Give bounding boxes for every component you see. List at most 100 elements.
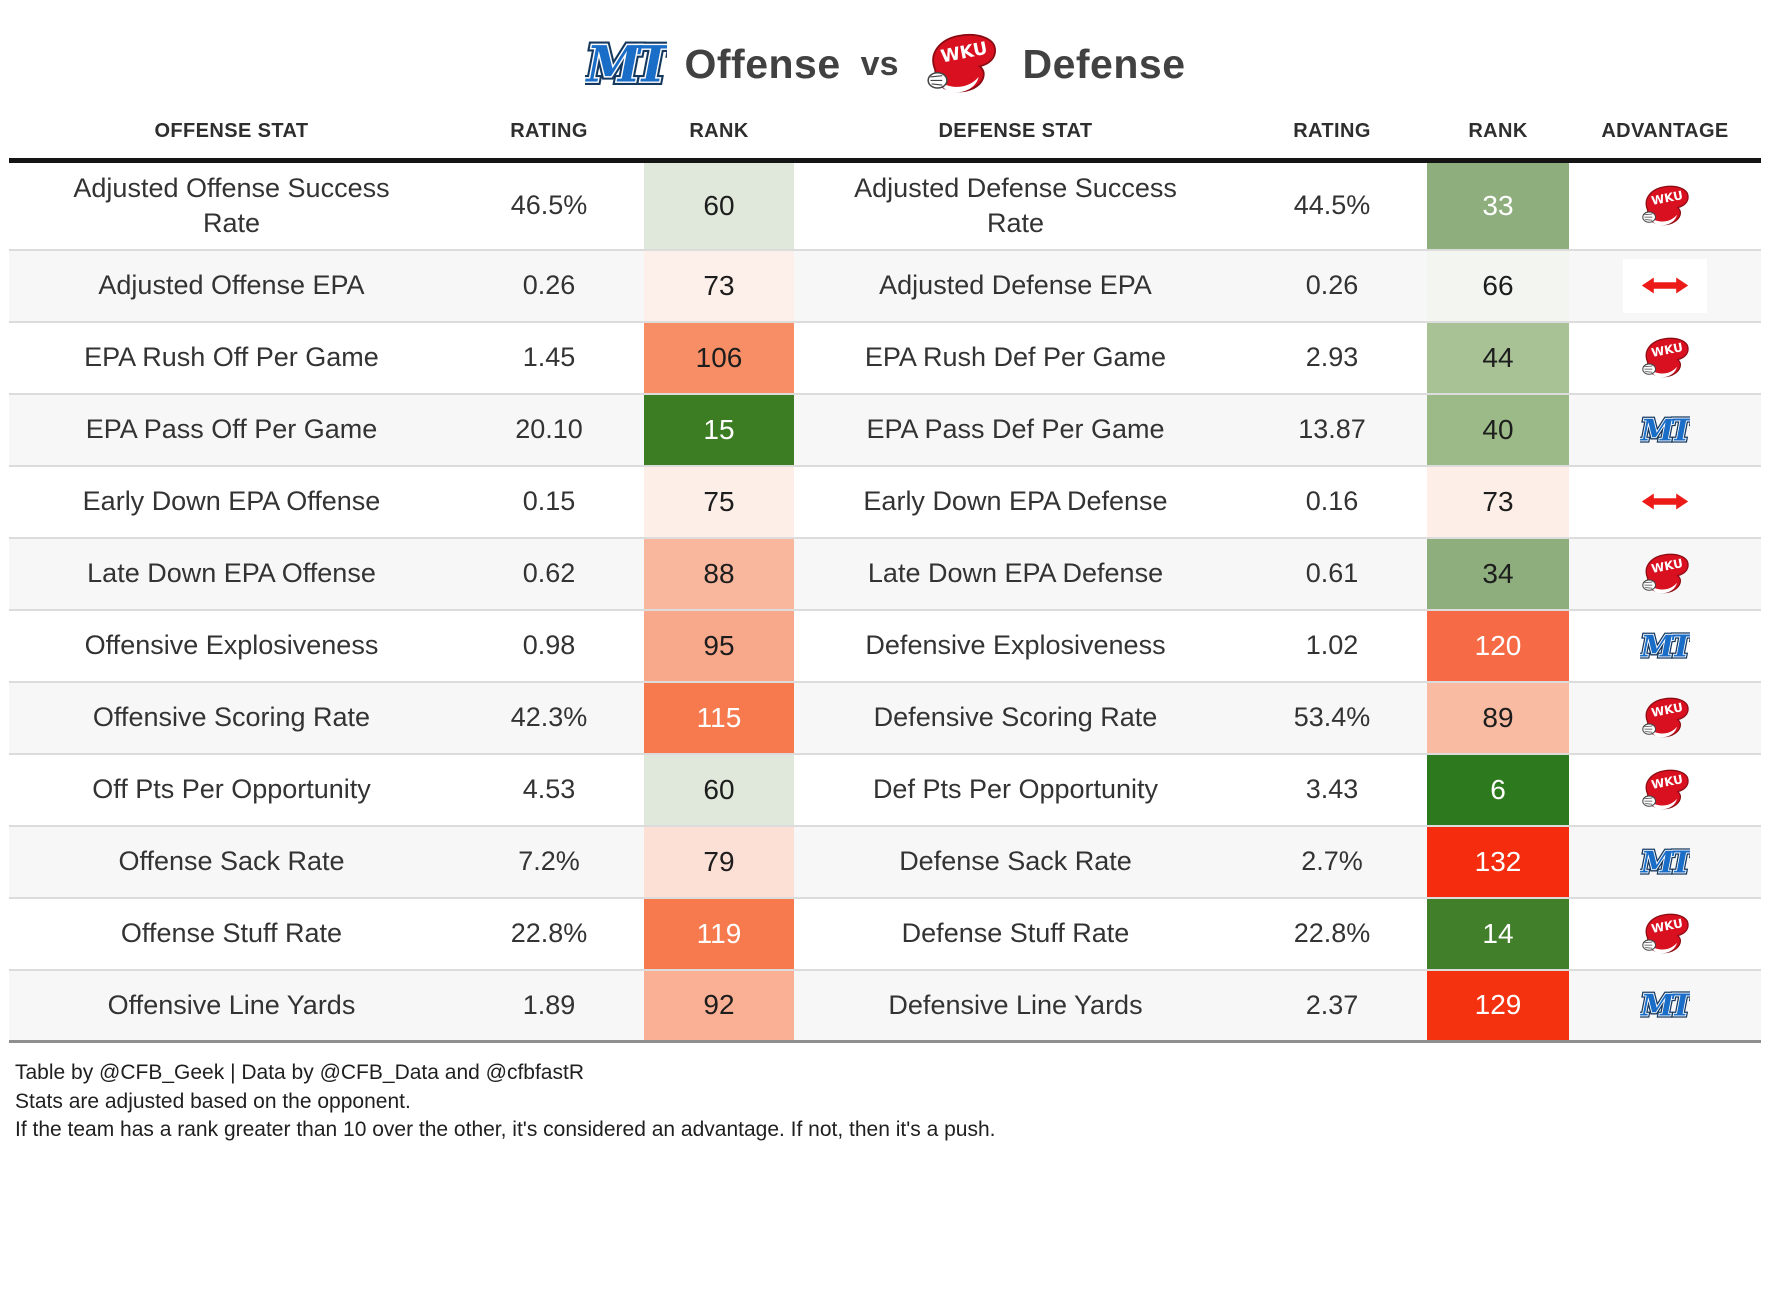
svg-text:WKU: WKU: [1650, 340, 1684, 360]
offense-stat-label: Offense Stuff Rate: [9, 896, 454, 970]
offense-rating-value: 46.5%: [510, 190, 588, 221]
wku-logo-icon: WKU: [1636, 183, 1694, 229]
offense-stat-label: Offensive Line Yards: [9, 968, 454, 1042]
table-row: Adjusted Offense EPA 0.26 73 Adjusted Defen…: [9, 248, 1761, 322]
offense-rating-value: 0.98: [454, 608, 644, 682]
advantage-cell: WKU: [1569, 896, 1761, 970]
defense-stat-label: EPA Rush Def Per Game: [794, 320, 1237, 394]
advantage-cell: [1569, 464, 1761, 538]
col-header-defense-rating: RATING: [1293, 119, 1371, 142]
defense-stat-label: Defensive Scoring Rate: [794, 680, 1237, 754]
offense-rank-cell: 88: [644, 536, 794, 610]
defense-stat-label: Late Down EPA Defense: [794, 536, 1237, 610]
svg-text:WKU: WKU: [1650, 916, 1684, 936]
wku-logo-icon: WKU: [1636, 695, 1694, 741]
defense-stat-label: Defensive Explosiveness: [794, 608, 1237, 682]
defense-rank-cell: 66: [1427, 248, 1569, 322]
wku-logo-icon: WKU: [1636, 911, 1694, 957]
table-row: Late Down EPA Offense 0.62 88 Late Down EPA…: [9, 536, 1761, 610]
defense-rating-value: 22.8%: [1237, 896, 1427, 970]
defense-stat-label: Defense Stuff Rate: [794, 896, 1237, 970]
advantage-cell: WKU: [1569, 536, 1761, 610]
push-arrow-icon: [1623, 258, 1707, 313]
footer-advantage-rule-note: If the team has a rank greater than 10 o…: [15, 1117, 996, 1141]
advantage-cell: MT MT: [1569, 608, 1761, 682]
offense-stat-label: Early Down EPA Offense: [9, 464, 454, 538]
advantage-cell: WKU: [1569, 160, 1761, 250]
defense-rank-cell: 120: [1427, 608, 1569, 682]
offense-rating-value: 0.62: [454, 536, 644, 610]
defense-stat-label: EPA Pass Def Per Game: [794, 392, 1237, 466]
svg-text:MT: MT: [1640, 845, 1690, 880]
advantage-cell: WKU: [1569, 680, 1761, 754]
wku-logo-icon: WKU: [1636, 335, 1694, 381]
wku-logo-icon: WKU: [1636, 551, 1694, 597]
defense-rank-cell: 132: [1427, 824, 1569, 898]
mt-logo-icon: MT MT: [1640, 411, 1690, 448]
defense-rank-cell: 73: [1427, 464, 1569, 538]
defense-rating-value: 3.43: [1237, 752, 1427, 826]
defense-rank-cell: 129: [1427, 968, 1569, 1042]
mt-logo-icon: MT MT: [1640, 986, 1690, 1024]
defense-rank-cell: 34: [1427, 536, 1569, 610]
defense-rating-value: 2.93: [1237, 320, 1427, 394]
offense-rating-value: 20.10: [454, 392, 644, 466]
defense-rank-cell: 40: [1427, 392, 1569, 466]
mt-logo-icon: MT MT: [1640, 627, 1690, 664]
svg-text:WKU: WKU: [1650, 556, 1684, 576]
defense-rating-value: 2.7%: [1237, 824, 1427, 898]
defense-stat-label: Defensive Line Yards: [794, 968, 1237, 1042]
defense-rank-cell: 44: [1427, 320, 1569, 394]
advantage-cell: WKU: [1569, 320, 1761, 394]
svg-text:MT: MT: [585, 36, 667, 94]
offense-rank-cell: 75: [644, 464, 794, 538]
footer-notes: Table by @CFB_Geek | Data by @CFB_Data a…: [15, 1059, 1770, 1144]
defense-stat-label: Adjusted Defense Success Rate: [854, 172, 1177, 238]
page-title: MT MT Offense vs WKU Defense: [0, 0, 1770, 104]
svg-text:WKU: WKU: [1650, 188, 1684, 208]
svg-text:WKU: WKU: [1650, 772, 1684, 792]
table-row: Offensive Explosiveness 0.98 95 Defensive E…: [9, 608, 1761, 682]
defense-rating-value: 44.5%: [1293, 190, 1371, 221]
offense-rank-cell: 115: [644, 680, 794, 754]
svg-text:MT: MT: [585, 36, 667, 94]
offense-stat-label: Adjusted Offense EPA: [9, 248, 454, 322]
table-body: Adjusted Offense Success Rate 46.5% 60 Adju…: [9, 160, 1761, 1042]
col-header-defense-rank: RANK: [1468, 119, 1528, 142]
offense-stat-label: EPA Rush Off Per Game: [9, 320, 454, 394]
advantage-cell: MT MT: [1569, 968, 1761, 1042]
table-row: Early Down EPA Offense 0.15 75 Early Down E…: [9, 464, 1761, 538]
defense-stat-label: Early Down EPA Defense: [794, 464, 1237, 538]
offense-rating-value: 42.3%: [454, 680, 644, 754]
offense-rating-value: 0.26: [454, 248, 644, 322]
wku-logo-icon: WKU: [1636, 767, 1694, 813]
stats-table: OFFENSE STAT RATING RANK DEFENSE STAT RA…: [9, 108, 1761, 1044]
defense-stat-label: Adjusted Defense EPA: [794, 248, 1237, 322]
advantage-cell: [1569, 248, 1761, 322]
offense-rank-cell: 15: [644, 392, 794, 466]
defense-rank-cell: 89: [1427, 680, 1569, 754]
defense-rating-value: 0.61: [1237, 536, 1427, 610]
svg-text:MT: MT: [1640, 413, 1690, 448]
offense-stat-label: Offensive Explosiveness: [9, 608, 454, 682]
offense-rating-value: 1.45: [454, 320, 644, 394]
defense-rank-cell: 14: [1427, 896, 1569, 970]
offense-rating-value: 1.89: [454, 968, 644, 1042]
svg-text:MT: MT: [1640, 629, 1690, 664]
col-header-advantage: ADVANTAGE: [1601, 119, 1729, 142]
table-row: Adjusted Offense Success Rate 46.5% 60 Adju…: [9, 160, 1761, 250]
col-header-defense-stat: DEFENSE STAT: [938, 119, 1093, 142]
footer-credit-line: Table by @CFB_Geek | Data by @CFB_Data a…: [15, 1061, 584, 1085]
offense-rank-cell: 92: [644, 968, 794, 1042]
svg-text:MT: MT: [1640, 989, 1690, 1024]
svg-text:MT: MT: [1640, 845, 1690, 880]
offense-rating-value: 0.15: [454, 464, 644, 538]
defense-rating-value: 13.87: [1237, 392, 1427, 466]
svg-text:MT: MT: [1640, 989, 1690, 1024]
wku-logo-icon: WKU: [918, 30, 1004, 98]
offense-stat-label: Offense Sack Rate: [9, 824, 454, 898]
mt-logo-icon: MT MT: [1640, 843, 1690, 880]
col-header-offense-rank: RANK: [689, 119, 749, 142]
offense-rank-cell: 60: [644, 752, 794, 826]
defense-rank-cell: 6: [1427, 752, 1569, 826]
